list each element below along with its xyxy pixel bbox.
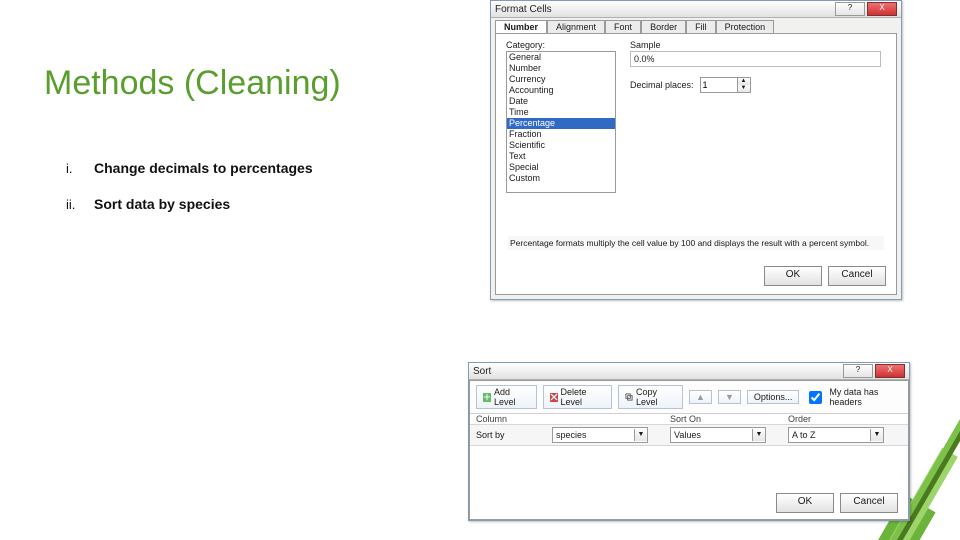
- category-item[interactable]: Currency: [507, 74, 615, 85]
- spinner-down-icon[interactable]: ▼: [738, 85, 750, 92]
- sorton-dropdown[interactable]: Values ▼: [670, 427, 766, 443]
- format-cells-window: Format Cells ? X Number Alignment Font B…: [490, 0, 902, 300]
- tab-number[interactable]: Number: [495, 20, 547, 33]
- bullet-row: i. Change decimals to percentages: [66, 160, 313, 176]
- sort-empty-area: [470, 446, 908, 496]
- bullet-number: i.: [66, 161, 94, 176]
- bullet-number: ii.: [66, 197, 94, 212]
- sample-label: Sample: [630, 40, 886, 50]
- cancel-button[interactable]: Cancel: [840, 493, 898, 513]
- bullet-text: Change decimals to percentages: [94, 160, 313, 176]
- delete-level-button[interactable]: Delete Level: [543, 385, 612, 409]
- category-item[interactable]: General: [507, 52, 615, 63]
- sort-body: Add Level Delete Level Copy Level ▲ ▼ Op…: [469, 380, 909, 520]
- dialog-buttons: OK Cancel: [764, 266, 886, 286]
- add-level-button[interactable]: Add Level: [476, 385, 537, 409]
- window-titlebar[interactable]: Sort ? X: [469, 363, 909, 380]
- category-item[interactable]: Scientific: [507, 140, 615, 151]
- chevron-down-icon: ▼: [752, 429, 765, 441]
- slide-title: Methods (Cleaning): [44, 64, 341, 103]
- help-button[interactable]: ?: [835, 2, 865, 16]
- delete-icon: [550, 393, 558, 402]
- close-button[interactable]: X: [875, 364, 905, 378]
- sort-column-headers: Column Sort On Order: [470, 414, 908, 424]
- category-item[interactable]: Accounting: [507, 85, 615, 96]
- add-icon: [483, 393, 491, 402]
- category-item[interactable]: Number: [507, 63, 615, 74]
- headers-checkbox-wrap[interactable]: My data has headers: [805, 387, 902, 407]
- category-item[interactable]: Time: [507, 107, 615, 118]
- sample-panel: Sample 0.0% Decimal places: ▲▼: [630, 40, 886, 93]
- dialog-buttons: OK Cancel: [776, 493, 898, 513]
- tab-alignment[interactable]: Alignment: [547, 20, 605, 33]
- column-dropdown[interactable]: species ▼: [552, 427, 648, 443]
- category-item[interactable]: Custom: [507, 173, 615, 184]
- category-item[interactable]: Fraction: [507, 129, 615, 140]
- sort-row-label: Sort by: [476, 430, 548, 440]
- category-item[interactable]: Text: [507, 151, 615, 162]
- tab-fill[interactable]: Fill: [686, 20, 716, 33]
- bullet-row: ii. Sort data by species: [66, 196, 313, 212]
- decimal-input[interactable]: [701, 78, 737, 92]
- move-down-button[interactable]: ▼: [718, 390, 741, 404]
- tab-protection[interactable]: Protection: [716, 20, 775, 33]
- decimal-spinner[interactable]: ▲▼: [700, 77, 751, 93]
- help-button[interactable]: ?: [843, 364, 873, 378]
- format-cells-body: Category: GeneralNumberCurrencyAccountin…: [495, 33, 897, 295]
- close-button[interactable]: X: [867, 2, 897, 16]
- move-up-button[interactable]: ▲: [689, 390, 712, 404]
- sample-value: 0.0%: [630, 51, 881, 67]
- tab-font[interactable]: Font: [605, 20, 641, 33]
- headers-checkbox-label: My data has headers: [829, 387, 902, 407]
- decimal-label: Decimal places:: [630, 80, 694, 90]
- ok-button[interactable]: OK: [776, 493, 834, 513]
- slide-bullets: i. Change decimals to percentages ii. So…: [66, 160, 313, 232]
- sort-window: Sort ? X Add Level Delete Level: [468, 362, 910, 521]
- col-column-header: Column: [476, 414, 548, 424]
- headers-checkbox[interactable]: [809, 391, 822, 404]
- format-hint-text: Percentage formats multiply the cell val…: [508, 236, 884, 250]
- category-item[interactable]: Percentage: [507, 118, 615, 129]
- copy-icon: [625, 393, 633, 402]
- category-listbox[interactable]: GeneralNumberCurrencyAccountingDateTimeP…: [506, 51, 616, 193]
- col-sorton-header: Sort On: [670, 414, 766, 424]
- order-dropdown[interactable]: A to Z ▼: [788, 427, 884, 443]
- chevron-down-icon: ▼: [634, 429, 647, 441]
- col-order-header: Order: [788, 414, 884, 424]
- category-panel: Category: GeneralNumberCurrencyAccountin…: [506, 40, 616, 193]
- format-cells-tabs: Number Alignment Font Border Fill Protec…: [491, 18, 901, 33]
- bullet-text: Sort data by species: [94, 196, 230, 212]
- cancel-button[interactable]: Cancel: [828, 266, 886, 286]
- sort-row: Sort by species ▼ Values ▼ A to Z ▼: [470, 424, 908, 446]
- category-label: Category:: [506, 40, 616, 50]
- copy-level-button[interactable]: Copy Level: [618, 385, 683, 409]
- category-item[interactable]: Date: [507, 96, 615, 107]
- spinner-up-icon[interactable]: ▲: [738, 78, 750, 85]
- sort-toolbar: Add Level Delete Level Copy Level ▲ ▼ Op…: [470, 381, 908, 414]
- window-titlebar[interactable]: Format Cells ? X: [491, 1, 901, 18]
- chevron-down-icon: ▼: [870, 429, 883, 441]
- spinner-buttons[interactable]: ▲▼: [737, 78, 750, 92]
- decimal-row: Decimal places: ▲▼: [630, 77, 886, 93]
- tab-border[interactable]: Border: [641, 20, 686, 33]
- window-title: Sort: [473, 366, 841, 377]
- window-title: Format Cells: [495, 4, 833, 15]
- ok-button[interactable]: OK: [764, 266, 822, 286]
- options-button[interactable]: Options...: [747, 390, 800, 404]
- category-item[interactable]: Special: [507, 162, 615, 173]
